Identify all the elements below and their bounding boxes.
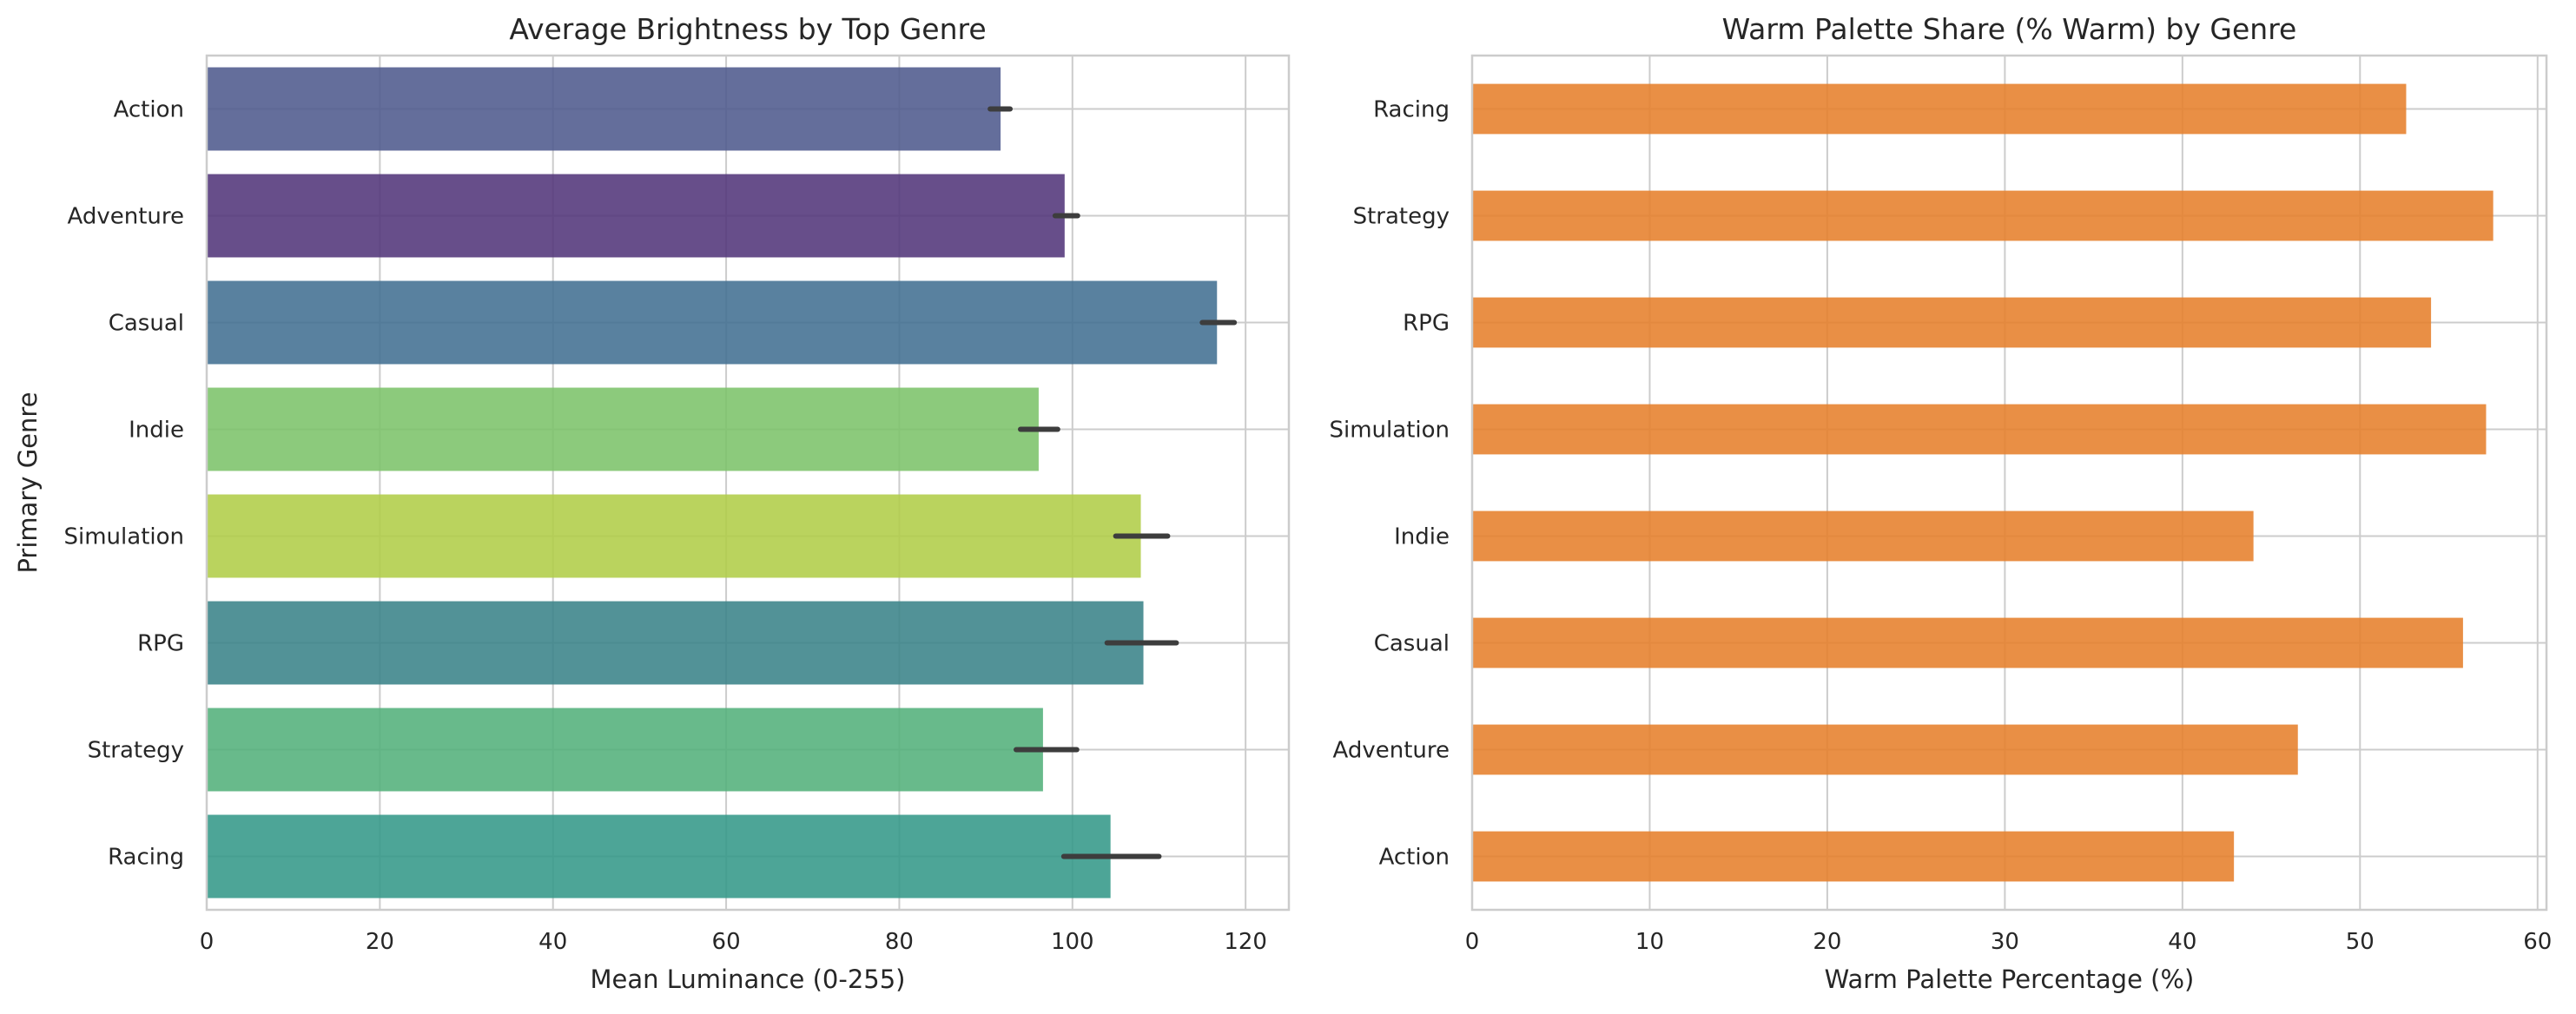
warm-ytick-label: Action [1379, 845, 1450, 871]
brightness-chart: 0 20 40 60 80 100 120 Action Adventure Casual Indi… [13, 12, 1291, 994]
brightness-bar-simulation [207, 494, 1141, 578]
brightness-xtick-label: 40 [538, 929, 567, 955]
brightness-xtick-label: 100 [1051, 929, 1094, 955]
warm-bar-racing [1472, 83, 2407, 135]
warm-x-axis-label: Warm Palette Percentage (%) [1825, 965, 2195, 994]
brightness-bar-adventure [207, 174, 1065, 258]
warm-bar-rpg [1472, 297, 2432, 348]
brightness-xtick-label: 0 [200, 929, 215, 955]
brightness-axes-frame [205, 54, 1291, 912]
brightness-xtick-label: 20 [366, 929, 394, 955]
brightness-ytick-label: Indie [129, 418, 184, 444]
warm-bar-strategy [1472, 190, 2493, 241]
warm-ytick-label: Strategy [1353, 204, 1450, 230]
warm-bar-adventure [1472, 724, 2298, 775]
warm-xtick-label: 60 [2523, 929, 2552, 955]
brightness-bar-rpg [207, 601, 1144, 685]
warm-palette-chart: 0 10 20 30 40 50 60 Racing Strategy RPG Simulation… [1330, 12, 2553, 994]
warm-ytick-label: Racing [1373, 97, 1450, 123]
warm-ytick-label: Simulation [1330, 418, 1450, 444]
warm-ytick-label: Adventure [1333, 738, 1450, 764]
warm-ytick-label: Indie [1394, 524, 1450, 550]
brightness-chart-title: Average Brightness by Top Genre [509, 12, 986, 46]
warm-bar-casual [1472, 617, 2463, 668]
warm-xtick-label: 0 [1465, 929, 1480, 955]
brightness-y-axis-label: Primary Genre [13, 392, 43, 573]
warm-bar-action [1472, 831, 2235, 882]
brightness-bar-strategy [207, 708, 1043, 792]
warm-plot-area [1472, 56, 2546, 910]
warm-chart-title: Warm Palette Share (% Warm) by Genre [1722, 12, 2297, 46]
warm-xtick-label: 20 [1813, 929, 1841, 955]
brightness-bar-casual [207, 280, 1218, 365]
brightness-bar-indie [207, 387, 1039, 471]
brightness-bar-action [207, 67, 1001, 151]
warm-xtick-label: 30 [1991, 929, 2019, 955]
warm-ytick-label: Casual [1374, 631, 1450, 657]
brightness-ytick-label: RPG [137, 631, 184, 657]
brightness-xtick-label: 60 [712, 929, 741, 955]
warm-bar-simulation [1472, 404, 2487, 455]
warm-bar-indie [1472, 510, 2254, 562]
warm-ytick-label: RPG [1403, 311, 1450, 337]
brightness-bar-racing [207, 814, 1111, 899]
warm-xtick-label: 50 [2346, 929, 2375, 955]
brightness-ytick-label: Casual [109, 311, 184, 337]
brightness-ytick-label: Simulation [64, 524, 185, 550]
brightness-ytick-label: Racing [108, 845, 184, 871]
brightness-x-axis-label: Mean Luminance (0-255) [591, 965, 906, 994]
brightness-ytick-label: Action [114, 97, 184, 123]
warm-axes-frame [1470, 54, 2548, 912]
brightness-ytick-label: Adventure [68, 204, 184, 230]
warm-xtick-label: 10 [1635, 929, 1664, 955]
warm-xtick-label: 40 [2168, 929, 2196, 955]
brightness-ytick-label: Strategy [88, 738, 184, 764]
brightness-xtick-label: 120 [1224, 929, 1267, 955]
brightness-xtick-label: 80 [885, 929, 914, 955]
